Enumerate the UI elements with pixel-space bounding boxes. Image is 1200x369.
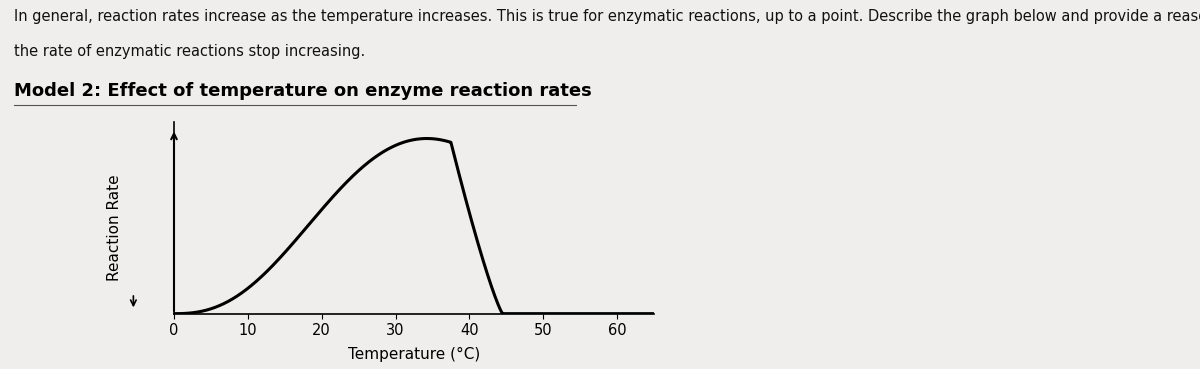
X-axis label: Temperature (°C): Temperature (°C) bbox=[348, 347, 480, 362]
Text: the rate of enzymatic reactions stop increasing.: the rate of enzymatic reactions stop inc… bbox=[14, 44, 366, 59]
Text: Model 2: Effect of temperature on enzyme reaction rates: Model 2: Effect of temperature on enzyme… bbox=[14, 82, 592, 100]
Text: In general, reaction rates increase as the temperature increases. This is true f: In general, reaction rates increase as t… bbox=[14, 9, 1200, 24]
Text: Reaction Rate: Reaction Rate bbox=[108, 175, 122, 281]
